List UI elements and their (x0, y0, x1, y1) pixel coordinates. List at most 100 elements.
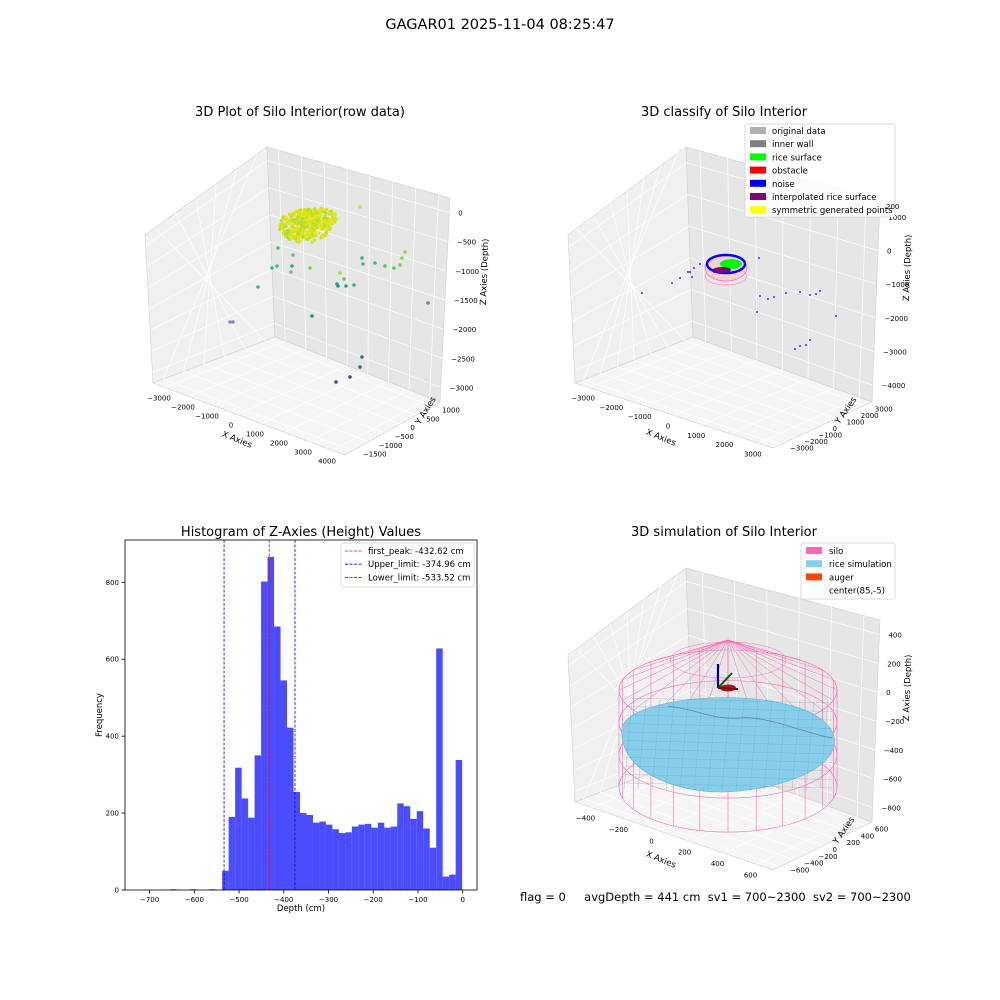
classified-noise-point (687, 271, 689, 273)
raw-point (332, 211, 336, 215)
x-tick-label: 0 (666, 423, 670, 431)
rice-mesh-line (749, 699, 759, 791)
x-tick-label: −200 (609, 826, 628, 834)
raw-point (299, 233, 303, 238)
x-tick-label: 0 (649, 837, 653, 845)
raw-point (392, 266, 396, 270)
y-tick-label: −600 (790, 867, 809, 875)
raw-point (287, 229, 291, 234)
histogram-bar (274, 626, 281, 890)
raw-point (278, 227, 282, 231)
legend-entry: rice simulation (829, 560, 892, 570)
raw-point (312, 219, 316, 223)
z-tick-label-partial: 200 (886, 203, 899, 211)
raw-point (270, 266, 274, 270)
raw-point (327, 221, 331, 226)
rice-mesh-line (693, 699, 703, 791)
raw-point (301, 217, 305, 221)
x-tick-label: −3000 (147, 395, 171, 403)
x-tick-label: −2000 (171, 404, 195, 412)
classified-noise-point (785, 292, 787, 294)
rice-mesh-line (777, 699, 787, 791)
raw-point (316, 219, 320, 223)
rice-mesh-line (625, 731, 833, 738)
raw-point (293, 220, 297, 225)
raw-point (228, 320, 232, 324)
legend-entry: symmetric generated points (772, 206, 893, 216)
panel-simulation-legend: silo rice simulation auger center(85,-5) (800, 542, 896, 600)
classified-noise-point (759, 295, 761, 297)
raw-point (275, 264, 279, 268)
status-flag: flag = 0 (520, 890, 566, 904)
rice-mesh-line (623, 699, 633, 791)
x-tick-label: 2000 (270, 440, 288, 448)
histogram-bar (293, 791, 300, 890)
classified-noise-point (679, 277, 681, 279)
z-tick-label: −4000 (882, 382, 906, 390)
y-tick-label: −1000 (818, 432, 842, 440)
legend-swatch (806, 586, 822, 594)
classified-noise-point (641, 292, 643, 294)
raw-point (338, 271, 342, 275)
panel-classify-zlabel: Z Axies (Depth) (902, 234, 914, 301)
silo-roof-line (727, 639, 834, 680)
classified-noise-point (809, 294, 811, 296)
legend-swatch (750, 179, 766, 187)
rice-mesh-line (735, 699, 745, 791)
rice-mesh-line (805, 699, 815, 791)
panel-raw-zlabel: Z Axies (Depth) (479, 238, 491, 305)
histogram-bar (241, 798, 249, 890)
y-tick-label: 400 (861, 832, 874, 840)
raw-point (321, 235, 325, 240)
legend-swatch (750, 140, 766, 148)
rice-mesh-line (665, 699, 675, 791)
z-tick-label: −200 (885, 718, 904, 726)
raw-point (279, 219, 283, 223)
y-tick-label: 1000 (847, 418, 865, 426)
silo-roof-line (633, 639, 729, 711)
y-tick-label: −400 (804, 860, 823, 868)
raw-point (308, 234, 312, 238)
classified-noise-point (671, 282, 673, 284)
rice-mesh-line (625, 740, 833, 746)
y-tick-label: 400 (106, 733, 119, 741)
panel-classify-points (641, 253, 837, 350)
raw-point (294, 209, 299, 213)
raw-point (311, 234, 315, 239)
raw-point (322, 216, 326, 220)
histogram-bar (364, 823, 372, 890)
panel-simulation-xlabel: X Axies (644, 850, 677, 871)
histogram-title: Histogram of Z-Axies (Height) Values (181, 525, 421, 540)
silo-roof-line (727, 639, 806, 719)
x-tick-label: −1000 (628, 413, 652, 421)
raw-point (426, 301, 430, 305)
status-avg-depth: avgDepth = 441 cm (584, 890, 701, 904)
silo-roof-line (727, 639, 806, 662)
z-tick-label: −3000 (450, 384, 474, 392)
raw-point (314, 214, 318, 218)
raw-point (290, 218, 294, 222)
raw-point (282, 229, 286, 233)
y-tick-label: −200 (818, 853, 837, 861)
raw-point (306, 208, 310, 212)
histogram-bar (390, 826, 398, 890)
legend-entry: inner wall (772, 140, 813, 150)
legend-swatch (806, 560, 822, 568)
panel-classify-axes-box (567, 146, 881, 449)
raw-point (290, 264, 294, 268)
x-tick-label: −200 (364, 896, 383, 904)
rice-ridge-line (667, 705, 833, 739)
classified-noise-point (799, 291, 801, 293)
y-tick-label: 1000 (442, 406, 460, 414)
legend-entry: obstacle (772, 167, 808, 177)
page-title: GAGAR01 2025-11-04 08:25:47 (385, 17, 615, 33)
raw-point (281, 216, 285, 220)
silo-roof-line (727, 639, 823, 671)
histogram-bar (351, 826, 359, 890)
y-tick-label: 0 (833, 846, 837, 854)
histogram-bar (384, 827, 391, 890)
panel-classify-legend: original data inner wall rice surface obsta… (744, 123, 899, 218)
raw-point (299, 220, 304, 224)
raw-point (336, 284, 340, 288)
legend-entry: silo (829, 547, 843, 557)
